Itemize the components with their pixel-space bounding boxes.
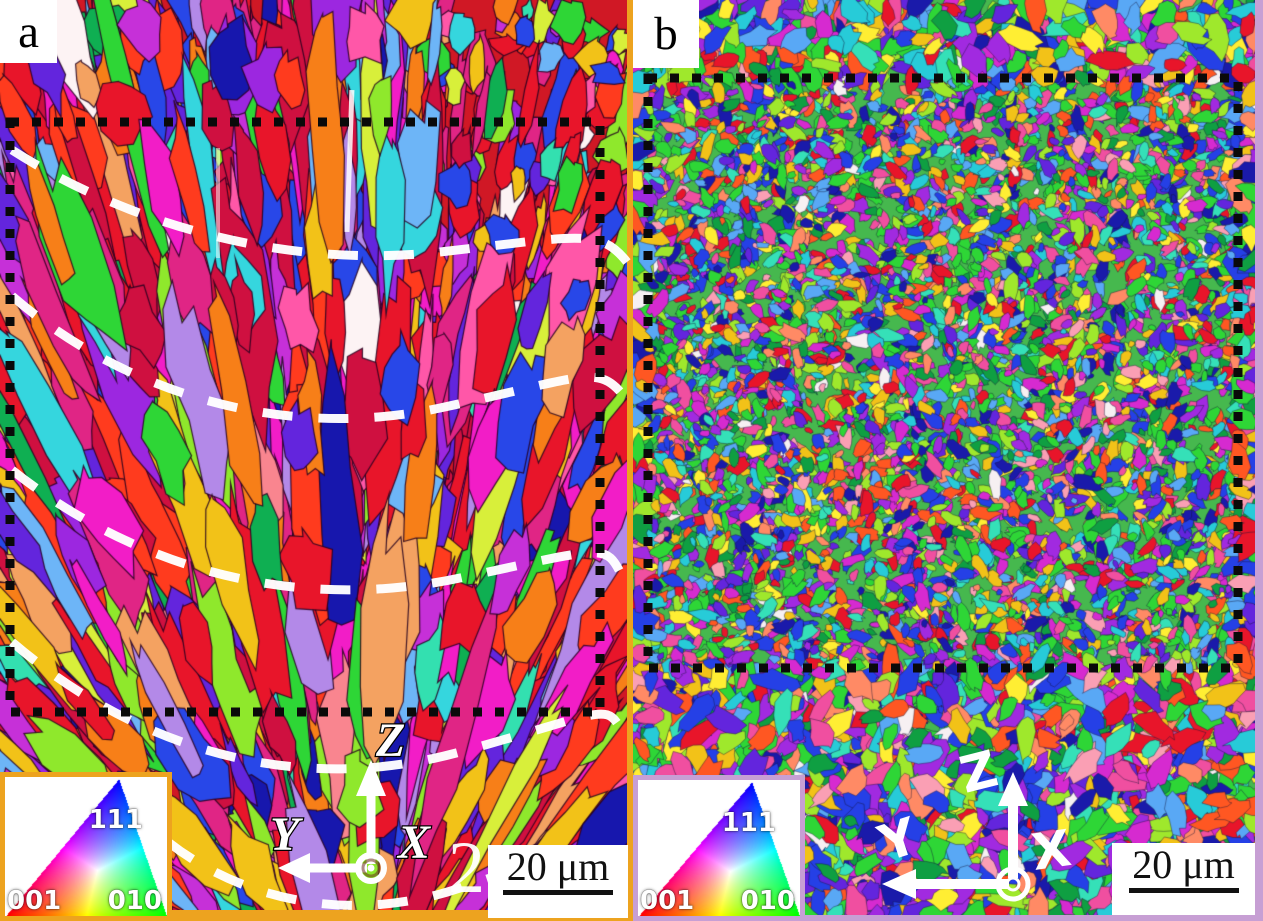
ipf-111-label: 111 bbox=[721, 808, 776, 838]
scale-bar-a-line bbox=[503, 890, 613, 895]
panel-b-letter: b bbox=[633, 0, 699, 68]
panel-a-letter-text: a bbox=[18, 5, 39, 58]
ipf-001-label: 001 bbox=[640, 886, 695, 916]
scale-bar-a-text: 20 μm bbox=[506, 844, 610, 889]
panel-a-bottom-frame bbox=[0, 910, 633, 921]
panel-a-letter: a bbox=[0, 0, 57, 63]
ipf-color-triangle-a bbox=[5, 777, 167, 916]
ipf-111-label: 111 bbox=[88, 805, 143, 835]
ipf-001-label: 001 bbox=[7, 886, 62, 916]
ipf-010-label: 010 bbox=[107, 886, 162, 916]
panel-a-right-frame bbox=[627, 0, 633, 921]
scale-bar-a: 20 μm bbox=[488, 845, 628, 918]
panel-b-right-frame bbox=[1255, 0, 1263, 921]
scale-bar-b-text: 20 μm bbox=[1132, 842, 1235, 887]
panel-b-letter-text: b bbox=[654, 8, 678, 60]
panel-b-bottom-frame bbox=[633, 915, 1263, 921]
ipf-010-label: 010 bbox=[740, 886, 795, 916]
ipf-legend-b: 001 010 111 bbox=[633, 775, 805, 921]
ipf-legend-a: 001 010 111 bbox=[0, 772, 172, 921]
scale-bar-b-line bbox=[1128, 888, 1239, 893]
ipf-color-triangle-b bbox=[638, 780, 800, 916]
scale-bar-b: 20 μm bbox=[1112, 843, 1255, 915]
